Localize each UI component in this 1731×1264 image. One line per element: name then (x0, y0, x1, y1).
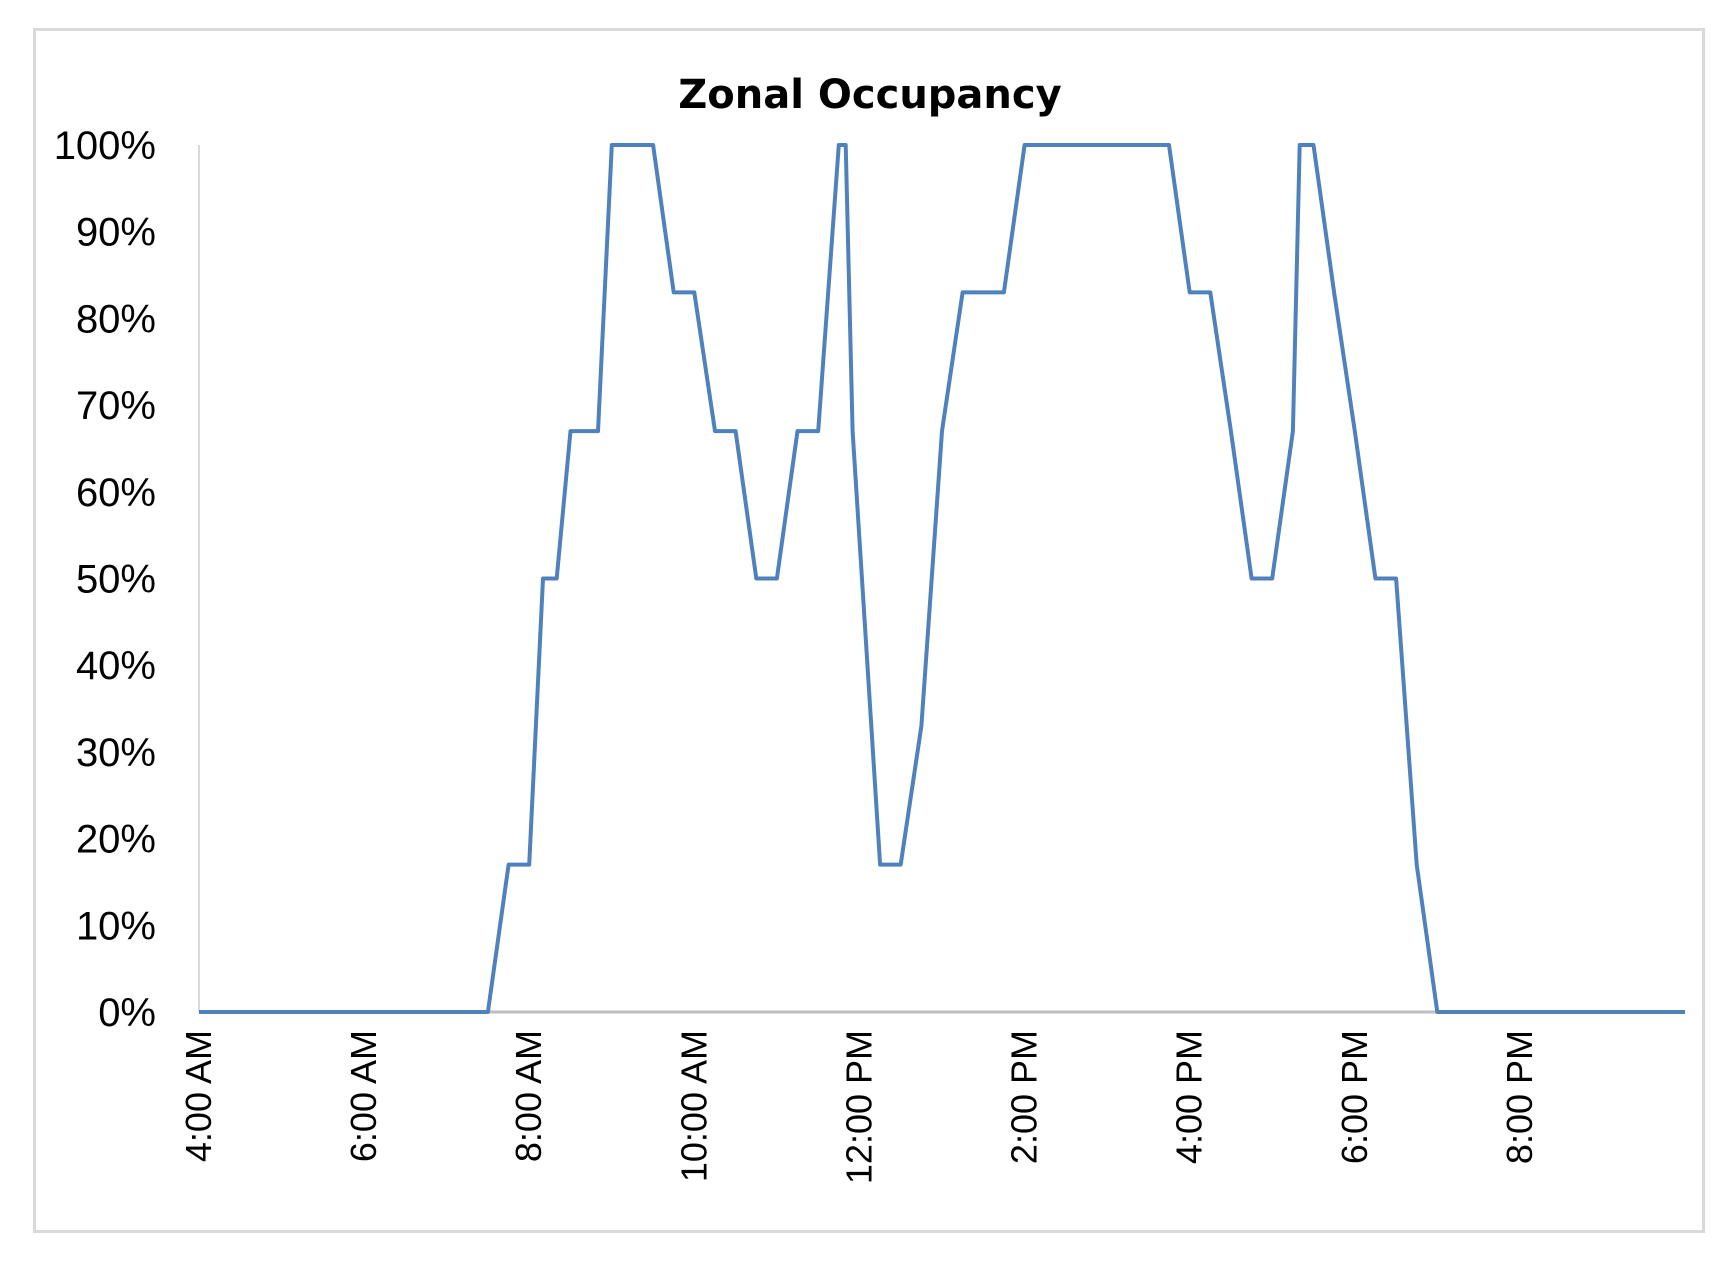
x-tick-label: 4:00 AM (178, 1030, 219, 1162)
x-tick-label: 4:00 PM (1169, 1030, 1210, 1164)
y-tick-label: 60% (76, 471, 156, 515)
y-tick-label: 10% (76, 904, 156, 948)
y-tick-labels: 0% 10% 20% 30% 40% 50% 60% 70% 80% 90% 100% (54, 124, 156, 1035)
x-tick-label: 2:00 PM (1004, 1030, 1045, 1164)
x-tick-label: 12:00 PM (838, 1030, 879, 1184)
chart-frame (33, 28, 1705, 1233)
y-tick-label: 30% (76, 731, 156, 775)
y-tick-label: 20% (76, 818, 156, 862)
series-line-0 (199, 143, 1685, 1014)
x-tick-label: 8:00 AM (508, 1030, 549, 1162)
x-tick-label: 8:00 PM (1499, 1030, 1540, 1164)
x-tick-label: 10:00 AM (673, 1030, 714, 1182)
y-tick-label: 40% (76, 644, 156, 688)
chart-title: Zonal Occupancy (678, 72, 1061, 118)
x-tick-labels: 4:00 AM 6:00 AM 8:00 AM 10:00 AM 12:00 PM 2:0… (178, 1030, 1540, 1184)
y-tick-label: 80% (76, 297, 156, 341)
x-tick-label: 6:00 AM (343, 1030, 384, 1162)
y-tick-label: 90% (76, 211, 156, 255)
y-tick-label: 0% (98, 991, 156, 1035)
series-group (199, 143, 1685, 1014)
y-tick-label: 50% (76, 558, 156, 602)
y-tick-label: 100% (54, 124, 156, 168)
y-tick-label: 70% (76, 384, 156, 428)
x-tick-label: 6:00 PM (1334, 1030, 1375, 1164)
